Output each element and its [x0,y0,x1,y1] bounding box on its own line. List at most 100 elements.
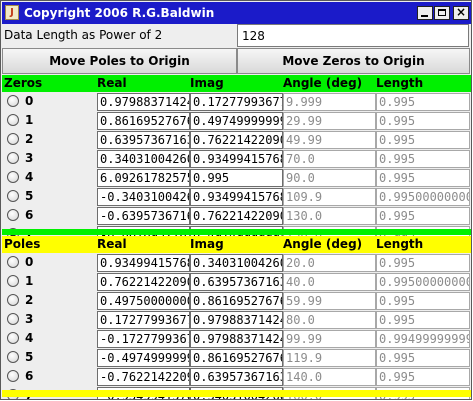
poles-section: Poles Real Imag Angle (deg) Length 0 0.93… [2,236,471,399]
column-header-imag: Imag [190,237,224,251]
length-field: 0.995 [376,131,470,149]
pole-radio-2[interactable] [7,294,19,306]
real-field[interactable]: 0.93499415768 [97,254,190,272]
real-field[interactable]: -0.63957367163 [97,207,190,225]
pole-radio-4[interactable] [7,332,19,344]
row-index-label: 2 [25,132,34,146]
data-length-input[interactable] [237,24,469,47]
column-header-length: Length [376,76,424,90]
imag-field[interactable]: 0.49749999999 [190,112,283,130]
angle-field: 90.0 [283,169,376,187]
pole-radio-6[interactable] [7,370,19,382]
move-poles-button[interactable]: Move Poles to Origin [2,48,237,74]
angle-field: 140.0 [283,368,376,386]
column-header-real: Real [97,237,127,251]
close-button[interactable]: × [453,5,469,20]
pole-row: 2 0.49750000000 0.86169527676 59.99 0.995 [2,291,471,310]
maximize-button[interactable] [434,6,450,20]
imag-field[interactable]: 0.97988371424 [190,330,283,348]
imag-field[interactable]: 0.995 [190,169,283,187]
minimize-button[interactable] [417,6,433,20]
imag-field[interactable]: 0.17277993677 [190,93,283,111]
imag-field[interactable]: 0.76221422090 [190,131,283,149]
pole-radio-3[interactable] [7,313,19,325]
angle-field: 109.9 [283,188,376,206]
java-cup-icon: J [5,5,19,20]
zeros-header: Zeros Real Imag Angle (deg) Length [2,75,471,92]
angle-field: 40.0 [283,273,376,291]
poles-band-strip [2,390,471,397]
real-field[interactable]: -0.34031004260 [97,188,190,206]
pole-radio-5[interactable] [7,351,19,363]
length-field: 0.995 [376,349,470,367]
imag-field[interactable]: 0.34031004260 [190,254,283,272]
length-field: 0.995 [376,93,470,111]
real-field[interactable]: 0.17277993677 [97,311,190,329]
angle-field: 59.99 [283,292,376,310]
column-header-real: Real [97,76,127,90]
imag-field[interactable]: 0.93499415768 [190,188,283,206]
real-field[interactable]: 0.97988371424 [97,93,190,111]
real-field[interactable]: -0.76221422090 [97,368,190,386]
pole-radio-0[interactable] [7,256,19,268]
real-field[interactable]: 0.86169527676 [97,112,190,130]
zero-row: 1 0.86169527676 0.49749999999 29.99 0.995 [2,111,471,130]
zeros-band-strip [2,229,471,235]
zero-row: 5 -0.340310042600.93499415768109.90.99500… [2,187,471,206]
poles-header: Poles Real Imag Angle (deg) Length [2,236,471,253]
column-header-length: Length [376,237,424,251]
row-index-label: 3 [25,312,34,326]
imag-field[interactable]: 0.93499415768 [190,150,283,168]
zero-radio-5[interactable] [7,190,19,202]
zero-row: 2 0.63957367163 0.76221422090 49.99 0.995 [2,130,471,149]
angle-field: 9.999 [283,93,376,111]
row-index-label: 6 [25,369,34,383]
real-field[interactable]: 0.76221422090 [97,273,190,291]
row-index-label: 5 [25,189,34,203]
zero-radio-3[interactable] [7,152,19,164]
zero-radio-6[interactable] [7,209,19,221]
imag-field[interactable]: 0.63957367163 [190,368,283,386]
real-field[interactable]: 0.49750000000 [97,292,190,310]
zero-radio-0[interactable] [7,95,19,107]
move-zeros-button[interactable]: Move Zeros to Origin [237,48,470,74]
angle-field: 130.0 [283,207,376,225]
zero-radio-2[interactable] [7,133,19,145]
imag-field[interactable]: 0.97988371424 [190,311,283,329]
zeros-title: Zeros [4,76,43,90]
row-index-label: 4 [25,170,34,184]
row-index-label: 1 [25,274,34,288]
zero-radio-1[interactable] [7,114,19,126]
zero-row: 4 6.09261782575 0.995 90.0 0.995 [2,168,471,187]
imag-field[interactable]: 0.86169527676 [190,349,283,367]
length-field: 0.99499999999 [376,330,470,348]
real-field[interactable]: 0.34031004260 [97,150,190,168]
column-header-imag: Imag [190,76,224,90]
length-field: 0.995 [376,169,470,187]
length-field: 0.995 [376,112,470,130]
length-field: 0.995 [376,207,470,225]
data-length-label: Data Length as Power of 2 [4,28,163,42]
row-index-label: 5 [25,350,34,364]
angle-field: 49.99 [283,131,376,149]
column-header-angle: Angle (deg) [283,76,363,90]
row-index-label: 3 [25,151,34,165]
imag-field[interactable]: 0.63957367163 [190,273,283,291]
real-field[interactable]: 6.09261782575 [97,169,190,187]
real-field[interactable]: -0.17277993677 [97,330,190,348]
real-field[interactable]: 0.63957367163 [97,131,190,149]
pole-radio-1[interactable] [7,275,19,287]
real-field[interactable]: -0.49749999999 [97,349,190,367]
imag-field[interactable]: 0.76221422090 [190,207,283,225]
length-field: 0.995 [376,254,470,272]
zero-radio-4[interactable] [7,171,19,183]
length-field: 0.995 [376,150,470,168]
row-index-label: 6 [25,208,34,222]
title-bar[interactable]: J Copyright 2006 R.G.Baldwin × [2,2,471,24]
row-index-label: 2 [25,293,34,307]
imag-field[interactable]: 0.86169527676 [190,292,283,310]
